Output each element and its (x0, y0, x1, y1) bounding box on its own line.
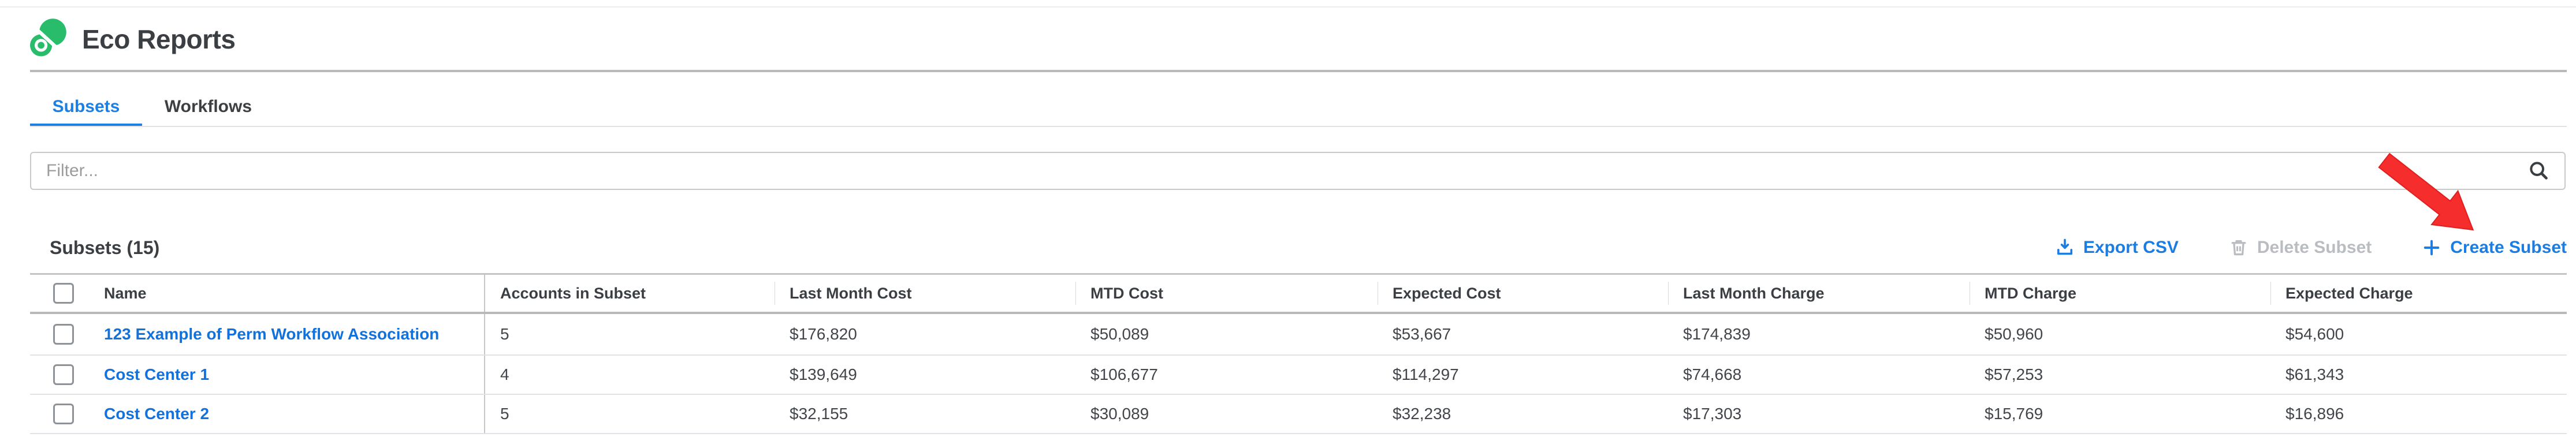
delete-subset-label: Delete Subset (2257, 238, 2372, 257)
column-header-expected-cost: Expected Cost (1378, 274, 1668, 314)
export-csv-label: Export CSV (2083, 238, 2179, 257)
table-cell-mtd-charge: $15,769 (1970, 394, 2270, 434)
table-cell-expected-cost: $53,667 (1378, 313, 1668, 356)
column-header-last-month-cost: Last Month Cost (775, 274, 1075, 314)
table-cell-mtd-cost: $50,089 (1075, 313, 1378, 356)
table-cell-last-month-charge: $74,668 (1668, 355, 1970, 395)
row-checkbox[interactable] (53, 324, 74, 345)
table-cell-last-month-charge: $174,839 (1668, 313, 1970, 356)
create-subset-button[interactable]: Create Subset (2421, 237, 2567, 258)
active-tab-underline (30, 124, 142, 127)
subsets-count-heading: Subsets (15) (50, 237, 160, 258)
delete-subset-button[interactable]: Delete Subset (2228, 237, 2372, 258)
create-subset-label: Create Subset (2450, 238, 2567, 257)
table-cell-expected-cost: $114,297 (1378, 355, 1668, 395)
column-header-accounts-in-subset: Accounts in Subset (484, 274, 775, 314)
table-cell-last-month-cost: $32,155 (775, 394, 1075, 434)
table-cell-mtd-charge: $50,960 (1970, 313, 2270, 356)
action-buttons: Export CSV Delete Subset Create Subset (2054, 237, 2567, 258)
filter-bar (30, 152, 2566, 190)
table-cell-expected-cost: $32,238 (1378, 394, 1668, 434)
trash-icon (2231, 240, 2246, 256)
column-header-mtd-charge: MTD Charge (1970, 274, 2270, 314)
column-header-mtd-cost: MTD Cost (1075, 274, 1378, 314)
tabs-divider (30, 126, 2567, 127)
table-row: 123 Example of Perm Workflow Association… (30, 313, 2567, 356)
table-cell-expected-charge: $16,896 (2270, 394, 2567, 434)
subset-name-link[interactable]: Cost Center 2 (104, 405, 210, 423)
table-cell-expected-charge: $61,343 (2270, 355, 2567, 395)
page-top-divider (0, 6, 2576, 8)
select-all-checkbox[interactable] (53, 283, 74, 304)
app-header: Eco Reports (30, 17, 236, 61)
subset-name-link[interactable]: 123 Example of Perm Workflow Association (104, 325, 440, 343)
tab-workflows[interactable]: Workflows (144, 87, 271, 127)
page-title: Eco Reports (82, 24, 236, 54)
column-header-name: Name (89, 274, 485, 314)
row-checkbox[interactable] (53, 364, 74, 385)
table-cell-accounts: 4 (484, 355, 775, 395)
table-row: Cost Center 1 4 $139,649 $106,677 $114,2… (30, 355, 2567, 395)
table-cell-mtd-cost: $30,089 (1075, 394, 1378, 434)
filter-input[interactable] (30, 152, 2566, 190)
table-cell-last-month-cost: $176,820 (775, 313, 1075, 356)
header-divider (30, 70, 2567, 72)
table-cell-last-month-cost: $139,649 (775, 355, 1075, 395)
row-checkbox[interactable] (53, 404, 74, 424)
table-cell-mtd-charge: $57,253 (1970, 355, 2270, 395)
tab-subsets-label: Subsets (52, 97, 120, 116)
tab-bar: Subsets Workflows (30, 87, 2567, 127)
table-cell-expected-charge: $54,600 (2270, 313, 2567, 356)
eco-logo-icon (30, 18, 66, 57)
subsets-action-bar: Subsets (15) Export CSV Delete Subset (30, 233, 2567, 262)
table-cell-accounts: 5 (484, 313, 775, 356)
table-header-row: Name Accounts in Subset Last Month Cost … (30, 274, 2567, 314)
download-icon (2057, 238, 2072, 255)
subset-name-link[interactable]: Cost Center 1 (104, 365, 210, 383)
tab-workflows-label: Workflows (164, 97, 252, 116)
export-csv-button[interactable]: Export CSV (2054, 237, 2179, 258)
table-cell-last-month-charge: $17,303 (1668, 394, 1970, 434)
table-cell-accounts: 5 (484, 394, 775, 434)
subsets-table: Name Accounts in Subset Last Month Cost … (30, 273, 2567, 434)
tab-subsets[interactable]: Subsets (30, 87, 142, 127)
table-row: Cost Center 2 5 $32,155 $30,089 $32,238 … (30, 394, 2567, 434)
column-header-expected-charge: Expected Charge (2270, 274, 2567, 314)
plus-icon (2424, 240, 2440, 256)
search-icon[interactable] (2527, 159, 2551, 182)
table-cell-mtd-cost: $106,677 (1075, 355, 1378, 395)
column-header-last-month-charge: Last Month Charge (1668, 274, 1970, 314)
